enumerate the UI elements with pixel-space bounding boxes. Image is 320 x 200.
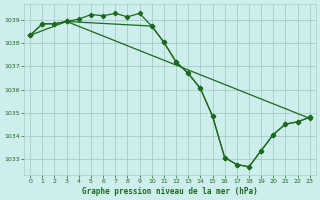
X-axis label: Graphe pression niveau de la mer (hPa): Graphe pression niveau de la mer (hPa) xyxy=(82,187,258,196)
